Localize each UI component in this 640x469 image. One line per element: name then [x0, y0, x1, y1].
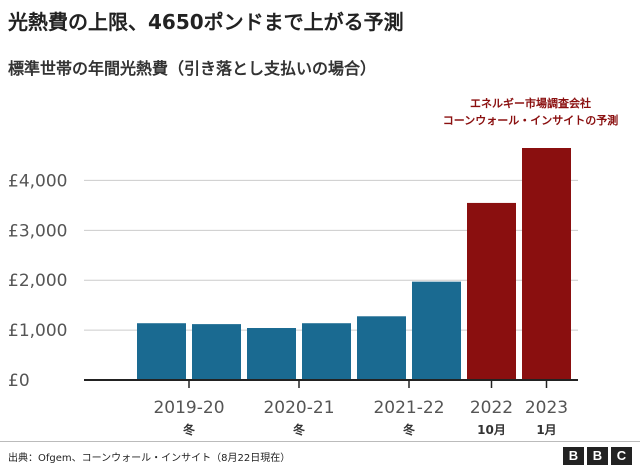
x-tick-label: 2019-20 — [153, 398, 224, 418]
bbc-logo-letter: B — [587, 447, 608, 465]
bar — [192, 324, 241, 380]
x-tick-label: 2020-21 — [263, 398, 334, 418]
y-tick-label: £1,000 — [8, 321, 67, 341]
y-tick-label: £3,000 — [8, 221, 67, 241]
bar — [137, 323, 186, 380]
forecast-annotation: コーンウォール・インサイトの予測 — [443, 113, 618, 127]
x-tick-label: 2023 — [525, 398, 568, 418]
footer-divider — [0, 441, 640, 442]
bar — [302, 323, 351, 380]
chart-subtitle: 標準世帯の年間光熱費（引き落とし支払いの場合） — [8, 59, 377, 78]
y-tick-label: £2,000 — [8, 271, 67, 291]
x-tick-sublabel: 冬 — [183, 422, 195, 437]
x-tick-label: 2022 — [470, 398, 513, 418]
x-tick-sublabel: 冬 — [403, 422, 415, 437]
bbc-logo-letter: C — [611, 447, 632, 465]
bar — [467, 202, 516, 380]
bbc-logo-letter: B — [563, 447, 584, 465]
bar — [412, 281, 461, 380]
chart-title: 光熱費の上限、4650ポンドまで上がる予測 — [8, 10, 404, 34]
x-tick-sublabel: 1月 — [536, 423, 556, 437]
y-tick-label: £4,000 — [8, 171, 67, 191]
y-tick-label: £0 — [8, 371, 30, 391]
x-tick-sublabel: 10月 — [477, 423, 506, 437]
bar — [247, 328, 296, 380]
source-note: 出典：Ofgem、コーンウォール・インサイト（8月22日現在） — [8, 453, 291, 464]
x-tick-label: 2021-22 — [373, 398, 444, 418]
bar — [357, 316, 406, 380]
bar — [522, 148, 571, 380]
x-tick-sublabel: 冬 — [293, 422, 305, 437]
bbc-logo: B B C — [563, 447, 632, 465]
forecast-annotation: エネルギー市場調査会社 — [470, 96, 591, 110]
